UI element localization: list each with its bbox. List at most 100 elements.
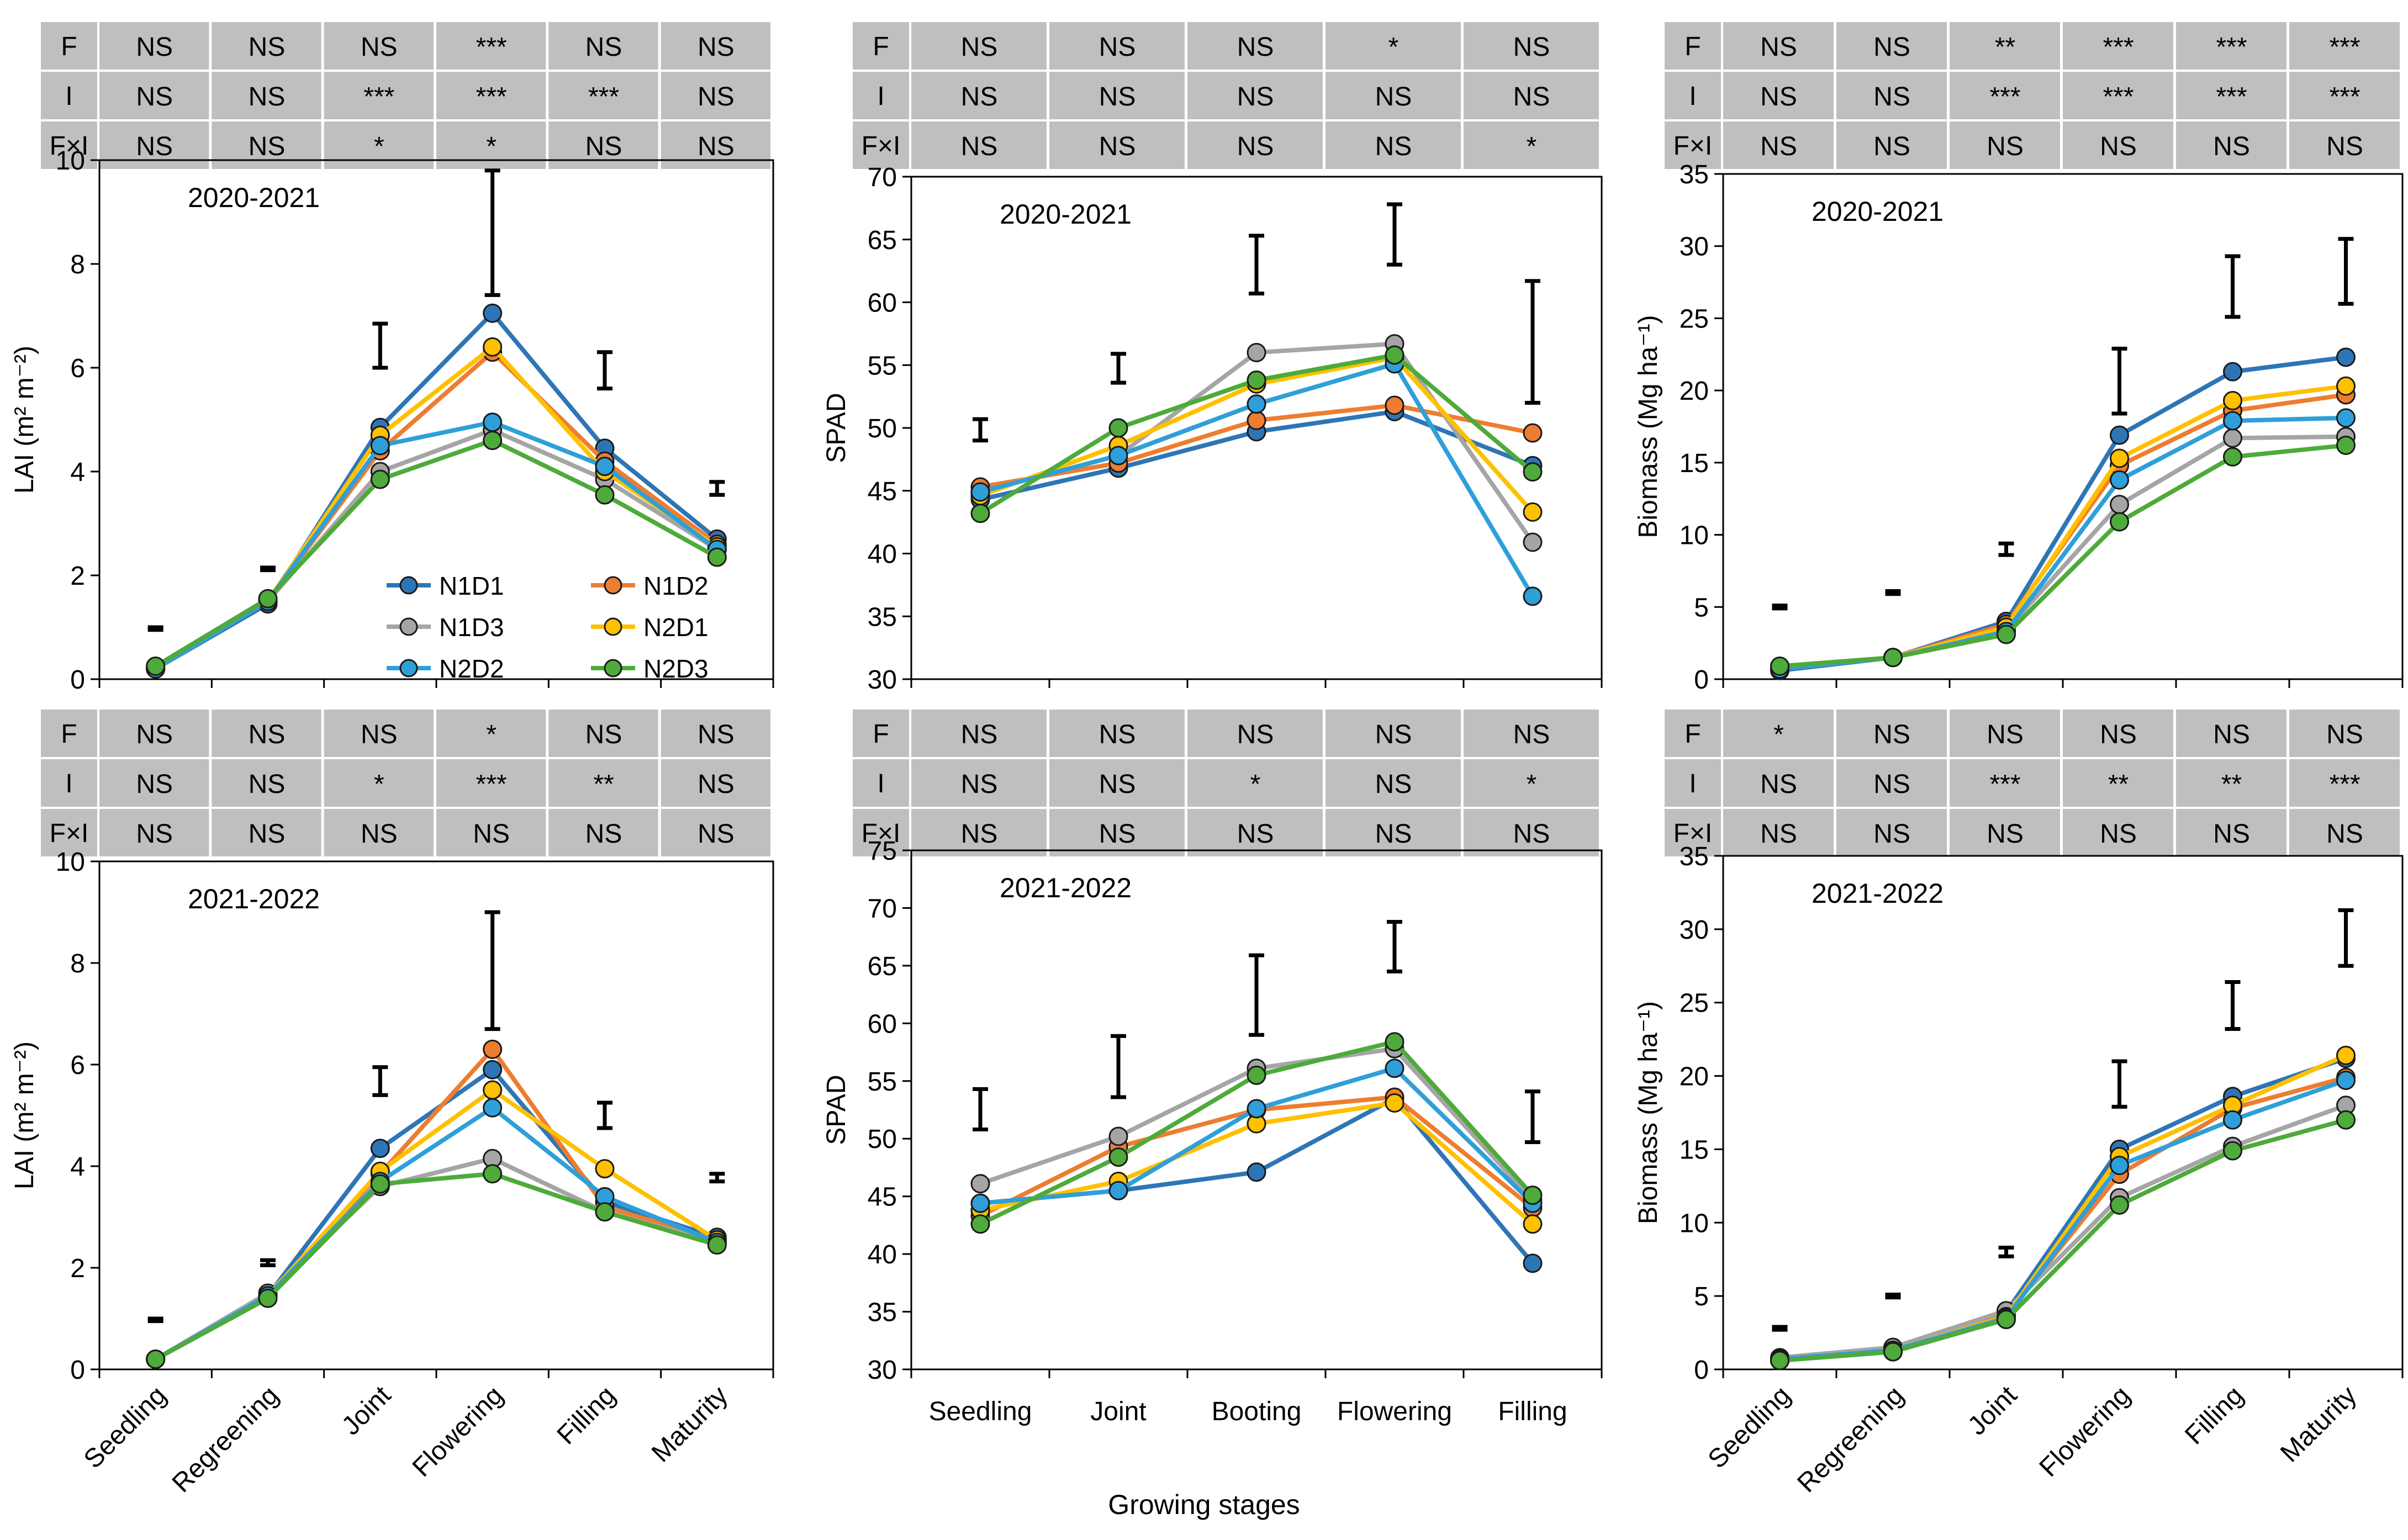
table-label-cell (41, 121, 97, 169)
table-cell-value: NS (585, 33, 622, 62)
y-tick-label: 55 (868, 351, 897, 380)
data-point (2223, 362, 2242, 382)
error-bar (973, 417, 988, 443)
data-point (483, 1098, 503, 1118)
data-point (1883, 648, 1903, 668)
table-cell-value: * (374, 132, 384, 161)
data-point (2223, 428, 2242, 448)
table-row-label: F (1684, 719, 1701, 749)
table-cell-value: NS (1099, 33, 1136, 62)
table-cell-value: NS (961, 819, 998, 849)
series-n2d3 (970, 1032, 1543, 1234)
table-cell-value: NS (136, 720, 173, 749)
data-point (595, 457, 615, 477)
data-point (1523, 532, 1543, 552)
series-n1d1 (146, 1060, 727, 1369)
table-row-label: F (1684, 32, 1701, 61)
table-cell-value: NS (2326, 819, 2363, 849)
chart-lai-2020: F NS NS NS *** NS NS I NS NS *** *** *** NS F×I NS NS * * N… (10, 22, 774, 695)
series-line (154, 438, 719, 668)
table-row-label: F (873, 719, 889, 749)
table-cell-value: *** (476, 33, 507, 62)
series-n2d3 (146, 1164, 727, 1369)
table-cell-value: NS (1375, 82, 1412, 112)
data-point (1247, 1162, 1266, 1182)
table-cell-value: NS (1099, 819, 1136, 849)
table-cell-value: NS (1873, 82, 1910, 112)
y-tick-label: 45 (868, 477, 897, 506)
data-point (370, 436, 390, 456)
data-point (483, 412, 503, 432)
table-label-cell (853, 809, 909, 856)
x-tick-label: Booting (1212, 1397, 1302, 1426)
data-point (483, 337, 503, 357)
y-axis-label: SPAD (822, 1075, 851, 1145)
error-bar (1772, 1325, 1788, 1332)
table-cell-value: NS (961, 770, 998, 799)
table-cell-value: *** (363, 82, 394, 112)
table-cell (1187, 121, 1323, 169)
table-label-cell (1665, 759, 1721, 807)
data-point (2110, 495, 2129, 515)
y-tick-label: 20 (1680, 377, 1709, 406)
error-bar (484, 910, 500, 1031)
x-tick-label: Joint (336, 1380, 397, 1441)
legend-label: N1D1 (439, 571, 504, 600)
table-cell-value: NS (1873, 770, 1910, 799)
y-tick-label: 6 (70, 1051, 85, 1080)
table-cell (436, 809, 546, 856)
table-cell-value: NS (1513, 82, 1550, 112)
table-cell-value: NS (1375, 819, 1412, 849)
error-bar (260, 1258, 276, 1267)
error-bar (372, 321, 388, 370)
table-row-label: F×I (1673, 819, 1713, 848)
legend-swatch-marker (399, 659, 418, 678)
table-cell-value: NS (249, 82, 286, 112)
error-bar (1525, 1089, 1540, 1144)
table-cell (2063, 759, 2173, 807)
chart-spad-2021: F NS NS NS NS NS I NS NS * NS * F×I NS NS NS NS NS 30 35 40 4… (822, 710, 1603, 1426)
table-cell (2289, 710, 2400, 757)
table-cell-value: NS (698, 720, 735, 749)
y-tick-label: 5 (1694, 593, 1709, 622)
table-cell-value: * (1773, 720, 1784, 749)
table-cell-value: NS (1760, 819, 1797, 849)
error-bar (260, 565, 276, 573)
table-cell-value: NS (361, 33, 398, 62)
series-n2d1 (1770, 1045, 2356, 1369)
table-row-label: I (1689, 769, 1696, 798)
table-cell (661, 121, 770, 169)
table-cell (1187, 759, 1323, 807)
error-bar (709, 480, 725, 497)
series-line (154, 1105, 718, 1362)
data-point (2336, 347, 2356, 367)
table-cell-value: NS (585, 819, 622, 849)
table-cell (661, 22, 770, 70)
table-cell-value: *** (476, 770, 507, 799)
table-label-cell (41, 22, 97, 70)
table-cell (1723, 809, 1834, 856)
table-cell-value: NS (2213, 819, 2250, 849)
table-row-label: I (1689, 82, 1696, 111)
table-cell (911, 22, 1047, 70)
table-cell (212, 72, 321, 119)
table-cell (2176, 22, 2286, 70)
table-label-cell (1665, 72, 1721, 119)
table-cell (2063, 809, 2173, 856)
table-cell (1187, 72, 1323, 119)
table-cell (1187, 22, 1323, 70)
data-point (2110, 448, 2129, 468)
error-bar (973, 1087, 988, 1132)
data-point (1770, 656, 1789, 676)
y-tick-label: 10 (1680, 521, 1709, 551)
table-cell (2176, 759, 2286, 807)
table-cell (1950, 759, 2060, 807)
legend-item: N1D2 (591, 571, 709, 600)
legend-label: N1D3 (439, 613, 504, 642)
error-bar (2338, 908, 2354, 968)
table-cell (212, 759, 321, 807)
data-point (483, 431, 503, 451)
x-tick-label: Seedling (78, 1380, 172, 1474)
table-cell (1464, 121, 1599, 169)
error-bar (1387, 202, 1402, 267)
